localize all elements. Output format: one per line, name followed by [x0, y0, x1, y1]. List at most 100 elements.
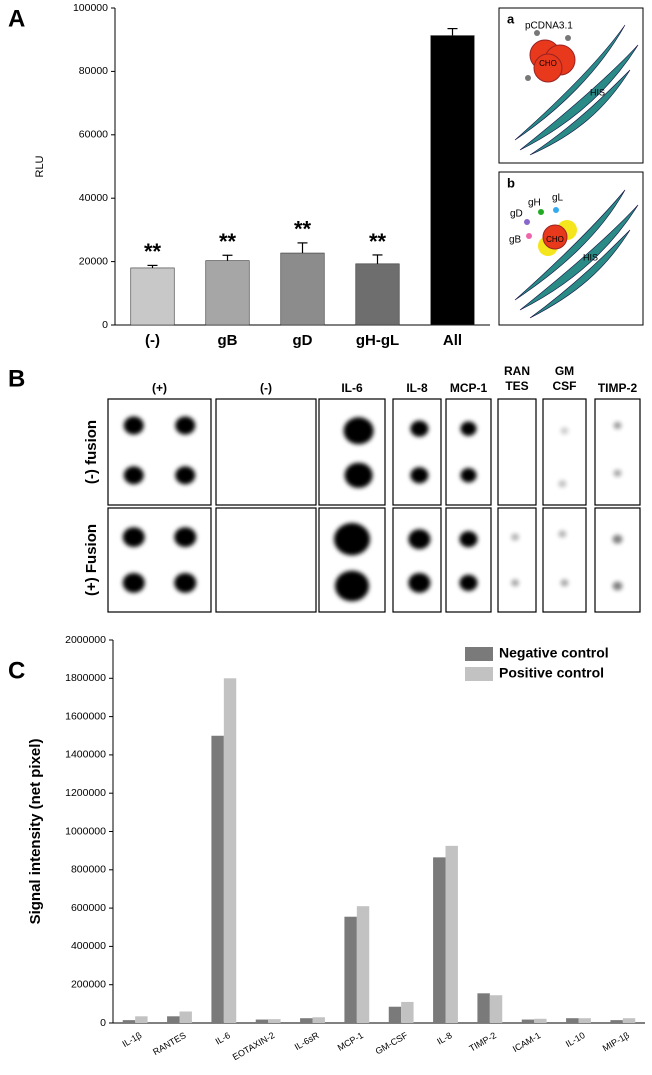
y-axis-label: Signal intensity (net pixel)	[27, 739, 44, 925]
column-label: RAN	[504, 364, 530, 378]
plasmid	[534, 30, 540, 36]
blot-spot	[460, 421, 477, 436]
y-tick-label: 1600000	[65, 710, 106, 722]
fiber	[514, 24, 626, 141]
blot-spot	[613, 421, 622, 430]
y-axis-label: RLU	[34, 155, 46, 177]
blot-spot	[612, 534, 623, 544]
blot-spot	[174, 572, 197, 593]
cell-label: CHO	[546, 235, 564, 244]
inset-a: a pCDNA3.1 CHO HIS	[498, 7, 644, 164]
bar	[223, 678, 237, 1023]
bar	[445, 845, 458, 1023]
x-tick-label: IL-8	[435, 1030, 453, 1046]
blot-spot	[459, 531, 478, 548]
y-tick-label: 80000	[79, 65, 108, 77]
annotation: **	[294, 217, 312, 242]
blot-frame	[445, 507, 492, 613]
legend-label: Positive control	[499, 665, 604, 681]
y-tick-label: 600000	[71, 902, 106, 914]
protein	[553, 207, 559, 213]
x-tick-label: gD	[293, 332, 313, 349]
legend-swatch	[465, 647, 493, 661]
blot-spot	[122, 527, 145, 548]
x-tick-label: EOTAXIN-2	[231, 1030, 277, 1062]
blot-spot	[408, 572, 431, 593]
x-tick-label: IL-10	[564, 1030, 587, 1049]
bar	[489, 995, 503, 1023]
inset-b: b gH gL gD gB CHO HIS	[498, 171, 644, 326]
panel-label: A	[8, 5, 25, 32]
y-tick-label: 40000	[79, 192, 108, 204]
y-tick-label: 2000000	[65, 634, 106, 646]
column-label: GM	[555, 364, 574, 378]
blot-spot	[123, 416, 144, 435]
column-label: CSF	[553, 379, 577, 393]
tissue-label: HIS	[590, 87, 605, 97]
plasmid	[525, 75, 531, 81]
blot-spot	[459, 574, 478, 591]
y-tick-label: 1800000	[65, 672, 106, 684]
y-tick-label: 60000	[79, 129, 108, 141]
bar	[300, 1018, 313, 1023]
blot-spot	[560, 427, 569, 435]
blot-spot	[123, 466, 144, 485]
blot-spot	[460, 468, 477, 483]
fiber	[529, 229, 631, 319]
protein	[526, 233, 532, 239]
vector-label: pCDNA3.1	[525, 21, 573, 32]
blot-spot	[410, 420, 429, 437]
y-tick-label: 800000	[71, 864, 106, 876]
blot-spot	[344, 462, 373, 488]
column-label: IL-6	[341, 381, 363, 395]
bar	[477, 993, 490, 1023]
x-tick-label: ICAM-1	[511, 1030, 542, 1054]
column-label: MCP-1	[450, 381, 488, 395]
annotation: **	[144, 239, 162, 264]
bar	[344, 916, 357, 1023]
tissue-label: HIS	[583, 252, 598, 262]
bar	[356, 906, 370, 1023]
bar	[167, 1016, 180, 1023]
blot-spot	[558, 480, 567, 488]
protein-label: gL	[552, 193, 564, 204]
blot-spot	[410, 467, 429, 484]
blot-spot	[343, 417, 374, 445]
fiber	[519, 204, 639, 311]
column-label: (+)	[152, 381, 167, 395]
blot-frame	[107, 398, 212, 506]
blot-spot	[335, 570, 369, 602]
blot-spot	[558, 530, 567, 538]
blot-spot	[334, 523, 370, 556]
x-tick-label: gB	[218, 332, 238, 349]
bar	[433, 857, 446, 1023]
annotation: **	[369, 229, 387, 254]
bar	[388, 1006, 402, 1023]
blot-spot	[175, 466, 196, 485]
blot-frame	[392, 398, 442, 506]
column-label: (-)	[260, 381, 272, 395]
blot-frame	[542, 507, 587, 613]
blot-frame	[594, 507, 641, 613]
x-tick-label: GM-CSF	[374, 1030, 410, 1057]
blot-frame	[497, 507, 537, 613]
column-label: TES	[505, 379, 528, 393]
blot-spot	[511, 579, 520, 587]
x-tick-label: gH-gL	[356, 332, 399, 349]
x-tick-label: IL-6	[214, 1030, 232, 1046]
y-tick-label: 1000000	[65, 825, 106, 837]
protein	[524, 219, 530, 225]
blot-spot	[511, 533, 520, 541]
blot-spot	[175, 416, 196, 435]
bar	[268, 1019, 281, 1023]
bar	[521, 1019, 535, 1023]
blot-frame	[594, 398, 641, 506]
bar	[205, 260, 250, 326]
bar	[430, 35, 475, 326]
column-label: IL-8	[406, 381, 428, 395]
x-tick-label: (-)	[145, 332, 160, 349]
fiber	[514, 189, 626, 301]
blot-frame	[542, 398, 587, 506]
bar	[280, 252, 325, 326]
row-label: (+) Fusion	[83, 524, 100, 596]
